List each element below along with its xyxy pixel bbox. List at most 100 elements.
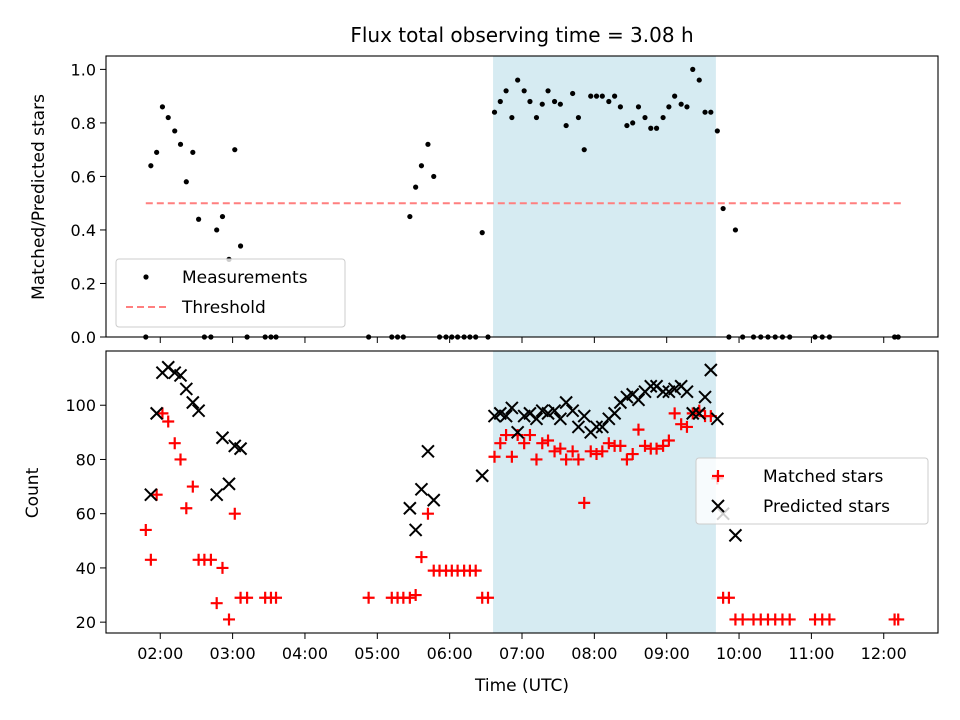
point-matched-stars [500,429,513,442]
x-tick-label: 12:00 [861,644,907,663]
point-measurements [666,104,672,110]
point-predicted-stars [692,406,706,421]
point-predicted-stars [559,395,573,410]
top-legend-box [115,258,346,328]
bottom-legend-box [695,457,929,525]
point-measurements [165,114,171,121]
point-predicted-stars [607,406,622,421]
point-matched-stars [554,442,567,455]
point-measurements [563,122,569,129]
point-matched-stars [542,434,555,447]
y-tick-label: 0.0 [71,328,96,347]
point-predicted-stars [595,420,610,434]
point-measurements [653,125,660,131]
y-tick-label: 20 [76,613,96,632]
point-matched-stars [657,439,670,452]
top-panel: 0.0 0.2 0.4 0.6 0.8 1.0 Matched/Predicted sta… [29,55,939,347]
point-measurements [732,227,739,233]
point-matched-stars [650,442,663,455]
point-measurements [425,141,431,147]
point-matched-stars [560,453,573,466]
legend-measurements-label: Measurements [182,268,308,288]
point-measurements [635,104,642,110]
point-matched-stars [632,423,645,436]
point-predicted-stars [149,406,164,421]
point-matched-stars [228,507,241,520]
point-predicted-stars [589,420,604,434]
point-measurements [617,104,623,110]
point-measurements [154,149,160,155]
point-predicted-stars [728,528,743,543]
point-predicted-stars [222,477,236,491]
point-matched-stars [216,561,229,574]
point-matched-stars [481,591,494,604]
point-matched-stars [548,445,561,458]
top-panel-axes: 0.0 0.2 0.4 0.6 0.8 1.0 [71,60,885,347]
x-tick-label: 11:00 [788,644,834,663]
point-measurements [214,227,220,233]
point-measurements [177,141,184,147]
point-matched-stars [638,439,651,452]
point-matched-stars [614,439,627,452]
point-measurements [491,109,498,115]
point-predicted-stars [704,363,718,377]
x-tick-label: 08:00 [571,644,617,663]
x-tick-label: 03:00 [210,644,256,663]
point-matched-stars [488,450,501,463]
legend-measurements-marker [143,274,149,280]
point-measurements [413,184,419,190]
point-matched-stars [675,418,688,431]
point-measurements [593,93,600,99]
point-measurements [642,114,648,121]
point-matched-stars [204,553,217,566]
point-predicted-stars [408,523,423,537]
point-predicted-stars [179,382,194,396]
point-matched-stars [241,591,254,604]
bottom-panel-highlight-span [493,351,716,633]
point-measurements [219,213,226,220]
point-predicted-stars [577,409,591,423]
bottom-panel-xlabel: Time (UTC) [474,676,569,696]
point-measurements [684,104,690,110]
bottom-panel-ylabel: Count [23,467,43,518]
point-measurements [503,88,509,94]
point-measurements [159,104,166,110]
point-matched-stars [144,553,157,566]
point-predicted-stars [510,425,525,440]
point-matched-stars [536,437,549,450]
legend-matched-marker [712,470,724,482]
point-measurements [183,179,189,185]
y-tick-label: 0.4 [71,221,96,240]
point-measurements [479,230,485,236]
point-measurements [172,128,178,134]
point-predicted-stars [421,444,435,459]
point-measurements [624,122,630,129]
point-predicted-stars [427,493,441,507]
point-measurements [190,149,196,155]
point-predicted-stars [499,409,513,423]
y-tick-label: 60 [76,505,96,524]
point-predicted-stars [191,403,206,418]
point-matched-stars [421,507,434,520]
point-predicted-stars [173,368,188,383]
point-predicted-stars [414,482,429,496]
point-measurements [570,90,576,97]
point-measurements [148,163,154,169]
point-matched-stars [518,437,531,450]
point-matched-stars [362,591,375,604]
point-matched-stars [736,613,749,626]
point-predicted-stars [553,412,568,426]
point-measurements [696,77,702,83]
point-measurements [509,114,515,121]
y-tick-label: 0.6 [71,167,96,186]
point-measurements [527,98,533,105]
point-matched-stars [168,437,181,450]
point-predicted-stars [144,488,158,502]
point-matched-stars [596,445,609,458]
x-tick-label: 09:00 [644,644,690,663]
point-matched-stars [469,564,482,577]
x-tick-label: 05:00 [354,644,400,663]
point-matched-stars [415,551,428,564]
point-measurements [557,101,563,107]
